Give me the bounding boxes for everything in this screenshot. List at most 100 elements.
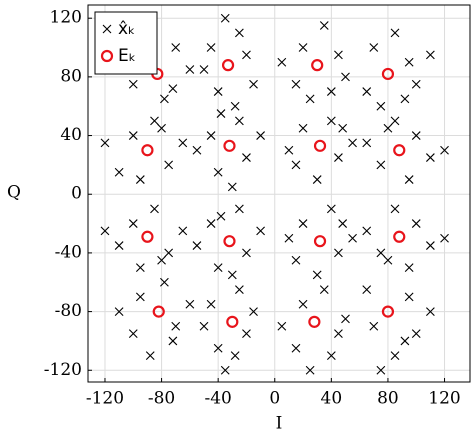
point: [135, 263, 145, 272]
point: [168, 84, 178, 94]
reference-point: [393, 144, 406, 157]
point: [164, 248, 174, 258]
point: [284, 145, 294, 155]
point: [168, 336, 178, 346]
point: [291, 79, 301, 89]
point: [298, 299, 308, 309]
point: [362, 138, 372, 148]
point: [411, 219, 421, 228]
point: [220, 365, 230, 375]
y-tick-label: -120: [44, 360, 82, 380]
y-tick-label: 120: [50, 8, 82, 28]
point: [234, 285, 244, 294]
reference-point: [308, 315, 321, 328]
reference-point: [221, 59, 235, 72]
point: [440, 145, 449, 155]
point: [171, 321, 181, 331]
point: [383, 255, 393, 265]
reference-point: [311, 59, 324, 72]
point: [216, 109, 226, 118]
point: [400, 94, 410, 104]
point: [220, 13, 230, 23]
point: [230, 101, 240, 111]
point: [326, 204, 336, 214]
point: [234, 28, 244, 38]
point: [284, 233, 294, 243]
point: [305, 94, 315, 104]
point: [114, 241, 124, 250]
point: [185, 299, 195, 309]
point: [390, 116, 400, 126]
point: [334, 50, 343, 60]
point: [319, 21, 329, 30]
point: [390, 351, 400, 360]
point: [376, 101, 386, 111]
y-axis-label: Q: [7, 183, 21, 203]
point: [128, 219, 138, 228]
point: [348, 138, 357, 148]
point: [206, 219, 216, 228]
point: [362, 226, 372, 236]
point: [150, 116, 159, 126]
point: [305, 365, 315, 375]
point: [376, 248, 386, 258]
reference-point: [313, 139, 327, 152]
point: [100, 226, 110, 236]
point: [135, 175, 145, 184]
point: [291, 160, 301, 170]
point: [178, 226, 188, 236]
point: [319, 285, 329, 294]
reference-point: [152, 305, 165, 318]
point: [213, 87, 223, 96]
point: [362, 87, 372, 96]
reference-point: [226, 315, 239, 328]
point: [326, 351, 336, 360]
point: [277, 57, 287, 67]
point: [334, 248, 343, 258]
point: [338, 219, 348, 228]
reference-point: [313, 235, 327, 248]
plot-frame: [87, 4, 471, 383]
point: [334, 153, 343, 162]
point: [145, 351, 155, 360]
point: [213, 343, 223, 353]
point: [185, 65, 195, 74]
point: [411, 329, 421, 338]
point: [206, 131, 216, 140]
reference-point: [381, 67, 395, 81]
point: [227, 182, 237, 192]
point: [234, 116, 244, 126]
point: [192, 145, 202, 155]
point: [376, 365, 386, 375]
point: [128, 131, 138, 140]
point: [206, 43, 216, 52]
point: [425, 307, 435, 316]
x-tick-label: 80: [377, 389, 399, 409]
point: [157, 255, 166, 265]
point: [390, 28, 400, 38]
reference-point: [141, 230, 154, 243]
point: [338, 123, 348, 133]
point: [128, 329, 138, 338]
point: [150, 204, 159, 214]
point: [400, 336, 410, 346]
point: [160, 94, 169, 104]
point: [291, 343, 301, 353]
point: [135, 292, 145, 302]
point: [178, 138, 188, 148]
point: [404, 175, 414, 184]
legend-box: [94, 11, 158, 75]
point: [114, 167, 124, 177]
point: [425, 50, 435, 60]
point: [114, 307, 124, 316]
point: [171, 43, 181, 52]
point: [199, 65, 209, 74]
point: [312, 270, 322, 280]
legend-marker: [102, 24, 112, 34]
legend-label: x̂ₖ: [118, 19, 135, 39]
point: [213, 167, 223, 177]
reference-point: [141, 144, 154, 157]
legend-marker: [100, 49, 114, 63]
point: [390, 204, 400, 214]
